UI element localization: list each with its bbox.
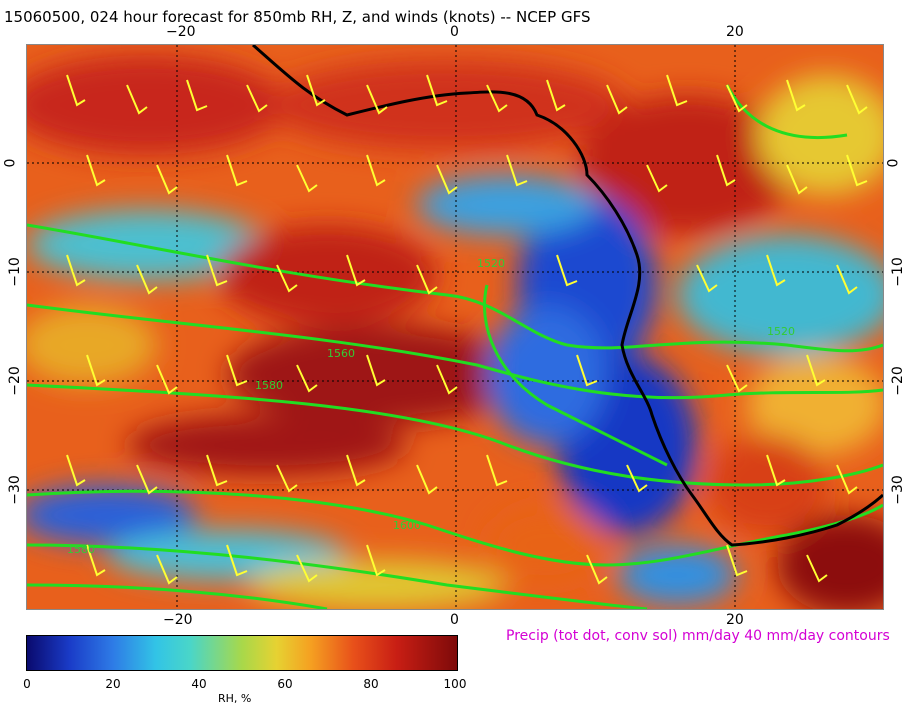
left-axis-label-s30: −30 <box>6 475 23 505</box>
graticule <box>27 45 883 609</box>
left-axis-label-0: 0 <box>2 158 19 168</box>
contour-label-group: 1520 1560 1580 1600 1520 1580 <box>67 257 795 556</box>
forecast-map: 1520 1560 1580 1600 1520 1580 <box>26 44 884 610</box>
right-axis-label-0: 0 <box>885 158 902 168</box>
rh-field <box>27 55 883 609</box>
forecast-map-svg: 1520 1560 1580 1600 1520 1580 <box>27 45 883 609</box>
colorbar-tick: 100 <box>443 677 467 691</box>
left-axis-label-s10: −10 <box>6 257 23 287</box>
map-title: 15060500, 024 hour forecast for 850mb RH… <box>4 8 591 26</box>
top-axis-label-0: 0 <box>450 24 459 40</box>
coastline <box>252 45 883 547</box>
height-contours <box>27 84 883 609</box>
left-axis-label-s20: −20 <box>6 366 23 396</box>
colorbar-tick: 20 <box>105 677 121 691</box>
wind-barbs <box>66 74 868 585</box>
right-axis-label-s20: −20 <box>889 366 906 396</box>
contour-label: 1580 <box>67 543 95 556</box>
colorbar-tick: 0 <box>23 677 31 691</box>
colorbar-label: RH, % <box>218 692 252 705</box>
contour-label: 1580 <box>255 379 283 392</box>
right-axis-label-s30: −30 <box>889 475 906 505</box>
right-axis-label-s10: −10 <box>889 257 906 287</box>
colorbar-tick: 60 <box>277 677 293 691</box>
contour-label: 1520 <box>477 257 505 270</box>
colorbar-tick: 40 <box>191 677 207 691</box>
colorbar-tick: 80 <box>363 677 379 691</box>
bottom-axis-label-0: 0 <box>450 612 459 628</box>
rh-colorbar <box>26 635 458 671</box>
bottom-axis-label-e20: 20 <box>726 612 744 628</box>
contour-label: 1520 <box>767 325 795 338</box>
top-axis-label-w20: −20 <box>166 24 196 40</box>
contour-label: 1560 <box>327 347 355 360</box>
contour-label: 1600 <box>393 519 421 532</box>
bottom-axis-label-w20: −20 <box>163 612 193 628</box>
precip-note: Precip (tot dot, conv sol) mm/day 40 mm/… <box>506 628 890 644</box>
top-axis-label-e20: 20 <box>726 24 744 40</box>
